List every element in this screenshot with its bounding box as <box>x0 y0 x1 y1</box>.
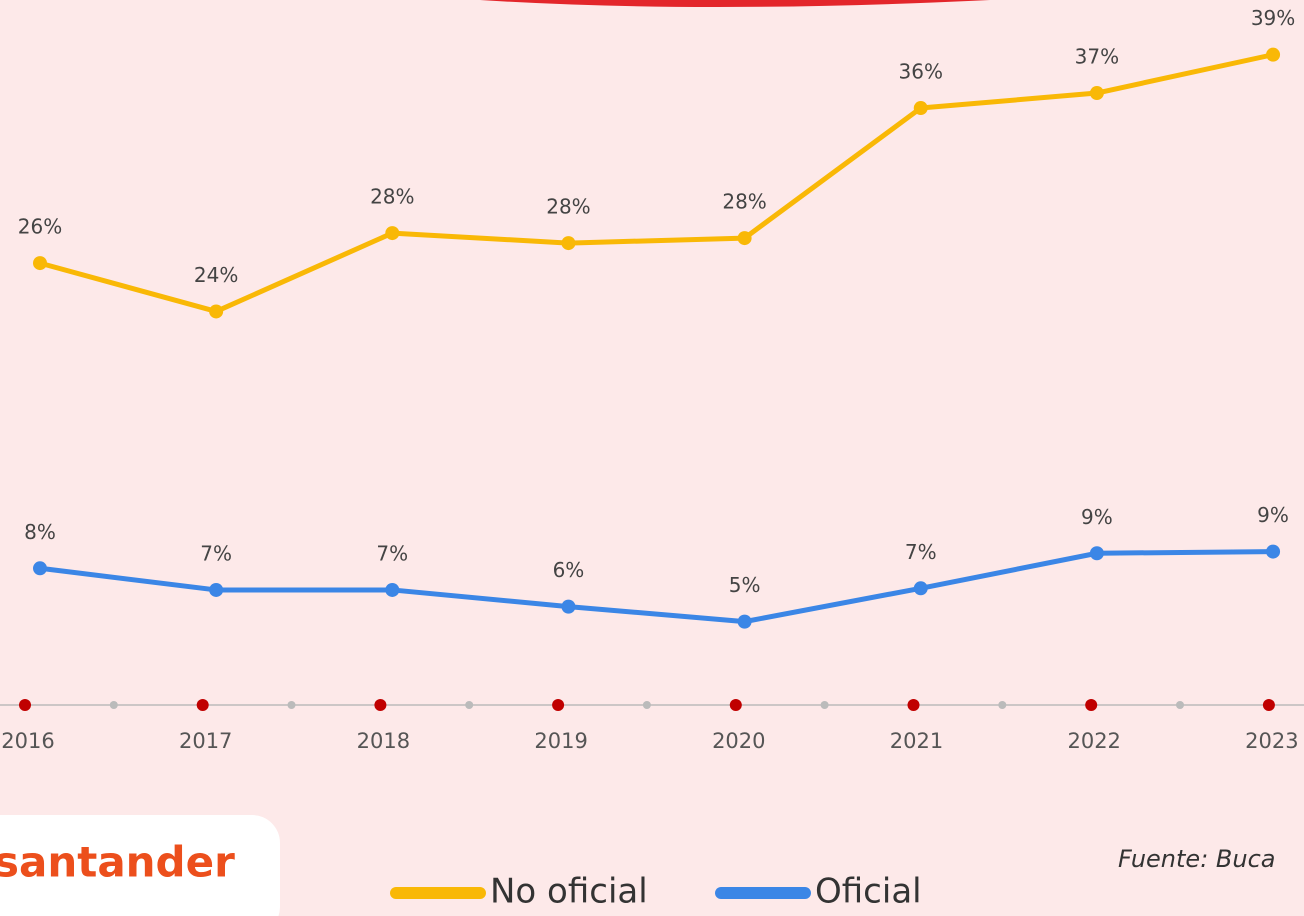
point <box>385 226 400 241</box>
point <box>913 581 928 596</box>
logo: santander <box>0 838 235 887</box>
data-label: 9% <box>1081 505 1113 529</box>
point <box>1266 47 1281 62</box>
source: Fuente: Buca <box>1118 845 1276 873</box>
point <box>737 614 752 629</box>
x-tick-label: 2022 <box>1067 729 1120 753</box>
data-label: 6% <box>553 558 585 582</box>
point <box>1089 546 1104 561</box>
point <box>33 561 47 576</box>
point <box>33 256 47 271</box>
logo-box <box>0 815 280 916</box>
point <box>209 304 224 319</box>
x-tick-label: 2017 <box>179 729 232 753</box>
data-label: 37% <box>1075 45 1119 69</box>
data-label: 28% <box>370 185 414 209</box>
axis-dot-minor <box>820 701 829 709</box>
axis-dot <box>907 699 920 711</box>
axis-dot <box>196 699 209 711</box>
data-label: 24% <box>194 263 238 287</box>
point <box>913 101 928 116</box>
x-tick-label: 2021 <box>890 729 943 753</box>
x-tick-label: 2020 <box>712 729 765 753</box>
data-label: 8% <box>24 520 56 544</box>
data-label: 7% <box>376 541 408 565</box>
axis-dot-minor <box>465 701 474 709</box>
point <box>561 236 576 251</box>
line <box>39 549 1274 625</box>
data-label: 28% <box>722 190 766 214</box>
data-label: 28% <box>546 195 590 219</box>
point <box>561 599 576 614</box>
legend-label: No oficial <box>490 872 648 912</box>
data-label: 9% <box>1257 503 1289 527</box>
axis-dot <box>729 699 742 711</box>
data-label: 5% <box>729 573 761 597</box>
axis-dot <box>1262 699 1275 711</box>
axis-dot <box>1085 699 1098 711</box>
point <box>1266 544 1281 559</box>
data-label: 39% <box>1251 6 1295 30</box>
point <box>209 582 224 597</box>
point <box>1089 86 1104 101</box>
point <box>737 231 752 246</box>
axis-dot <box>19 699 31 711</box>
x-tick-label: 2019 <box>534 729 587 753</box>
point <box>385 582 400 597</box>
x-tick-label: 2018 <box>357 729 410 753</box>
axis-dot <box>552 699 565 711</box>
axis-dot-minor <box>1176 701 1184 709</box>
axis-dot-minor <box>109 701 118 709</box>
line <box>39 52 1274 314</box>
x-tick-label: 2023 <box>1245 729 1298 753</box>
data-label: 36% <box>899 60 943 84</box>
axis-dot-minor <box>287 701 296 709</box>
axis-dot <box>374 699 387 711</box>
legend-label: Oficial <box>815 872 922 912</box>
data-label: 26% <box>18 215 62 239</box>
data-label: 7% <box>905 540 937 564</box>
x-tick-label: 2016 <box>1 729 54 753</box>
top-decoration <box>480 0 990 7</box>
axis-dot-minor <box>998 701 1007 709</box>
data-label: 7% <box>200 541 232 565</box>
axis-dot-minor <box>642 701 651 709</box>
